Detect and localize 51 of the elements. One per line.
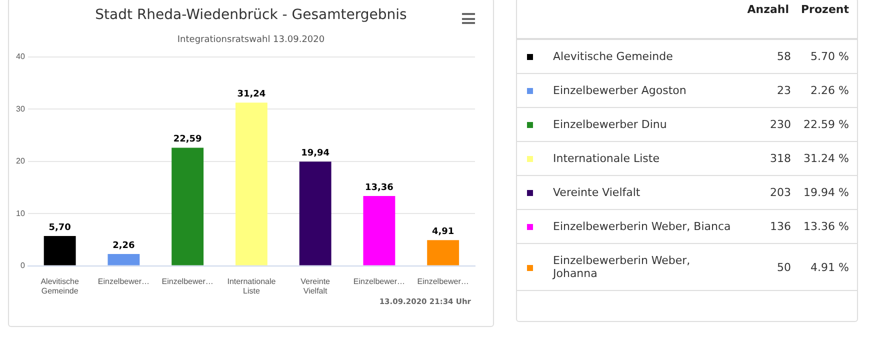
data-label: 22,59 xyxy=(173,134,202,145)
category-label: Einzelbewerberin Weber, Bianca xyxy=(547,210,744,244)
data-label: 4.91 % xyxy=(797,244,857,290)
x-tick-label: Einzelbewer… xyxy=(98,276,150,286)
category-label: Einzelbewerberin Weber, Johanna xyxy=(547,244,744,290)
category-label: Einzelbewerber Agoston xyxy=(547,74,744,108)
y-tick-label: 10 xyxy=(16,208,26,218)
x-tick-label: Vereinte Vielfalt xyxy=(300,276,331,296)
bar xyxy=(427,240,460,266)
category-label: Einzelbewerber Dinu xyxy=(547,108,744,142)
x-tick-label: Einzelbewer… xyxy=(417,276,469,286)
data-label: 13,36 xyxy=(364,182,394,193)
data-label: 19,94 xyxy=(301,148,330,158)
y-tick-label: 40 xyxy=(16,52,26,62)
category-label: Internationale Liste xyxy=(547,142,744,176)
category-label: Vereinte Vielfalt xyxy=(547,176,744,210)
chart-subtitle: Integrationsratswahl 13.09.2020 xyxy=(176,35,326,45)
y-tick-label: 20 xyxy=(16,156,26,166)
y-tick-label: 30 xyxy=(16,104,26,114)
bar xyxy=(44,236,76,266)
chart-title: Stadt Rheda-Wiedenbrück - Gesamtergebnis xyxy=(94,7,408,23)
data-label: 58 xyxy=(743,39,797,74)
bar xyxy=(235,102,268,266)
data-label: 23 xyxy=(743,74,797,108)
data-label: 203 xyxy=(743,176,797,210)
data-label: 2,26 xyxy=(112,240,135,251)
data-label: 22.59 % xyxy=(797,108,857,142)
data-label: 5.70 % xyxy=(797,39,857,74)
x-tick-label: Alevitische Gemeinde xyxy=(40,276,80,296)
bar xyxy=(363,196,396,266)
text: Prozent xyxy=(797,0,857,39)
data-label: 31,24 xyxy=(237,89,266,100)
category-label: Alevitische Gemeinde xyxy=(547,39,744,74)
data-label: 31.24 % xyxy=(797,142,857,176)
data-label: 136 xyxy=(743,210,797,244)
series-label: Anzahl xyxy=(743,0,797,39)
bar xyxy=(172,148,204,266)
bar xyxy=(299,162,332,266)
data-label: 13.36 % xyxy=(797,210,857,244)
data-label: 230 xyxy=(743,108,797,142)
x-tick-label: Internationale Liste xyxy=(227,276,276,296)
data-label: 4,91 xyxy=(432,226,454,237)
data-label: 50 xyxy=(743,244,797,290)
data-label: 19.94 % xyxy=(797,176,857,210)
data-label: 2.26 % xyxy=(797,74,857,108)
data-label: 318 xyxy=(743,142,797,176)
data-label: 5,70 xyxy=(48,222,71,233)
x-tick-label: Einzelbewer… xyxy=(353,276,405,286)
x-tick-label: Einzelbewer… xyxy=(162,276,214,286)
y-tick-label: 0 xyxy=(20,261,26,270)
bar xyxy=(108,254,140,266)
